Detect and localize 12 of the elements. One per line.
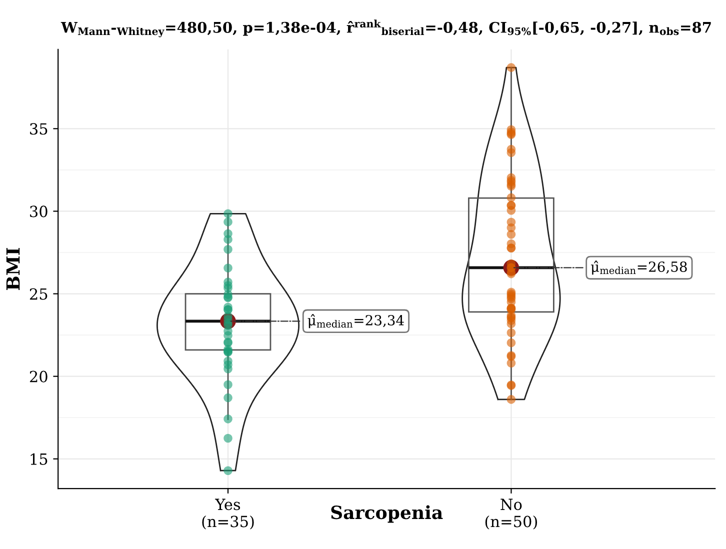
y-tick-label: 30 <box>30 206 48 218</box>
x-axis-title: Sarcopenia <box>331 505 443 523</box>
y-tick-label: 35 <box>30 123 48 135</box>
y-tick-label: 20 <box>30 370 48 382</box>
y-tick-label: 15 <box>30 453 48 465</box>
x-tick-label: Yes (n=35) <box>202 498 254 530</box>
annotation: μ̂$_{median}$=26,58 <box>590 260 687 275</box>
y-tick-label: 25 <box>30 288 48 300</box>
annotation: μ̂$_{median}$=23,34 <box>308 314 404 328</box>
y-axis-title: BMI <box>6 248 20 290</box>
x-tick-label: No (n=50) <box>485 498 537 530</box>
chart-title: W$_{Mann}$-$_{Whitney}$=480,50, p=1,38e-04, r̂$^{rank}$$_{biserial}$=-0,48, CI$_{95%}$[-0,65, -0,27], n$_{obs}$=87 <box>60 20 711 38</box>
